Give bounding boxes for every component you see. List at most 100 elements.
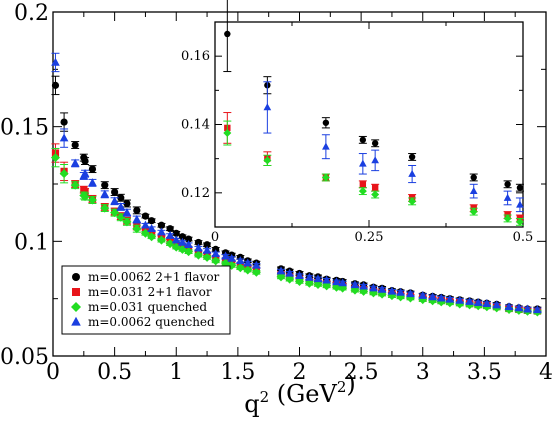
- inset-series-0: [223, 0, 524, 192]
- legend-marker: [71, 302, 81, 312]
- data-point: [285, 274, 295, 284]
- x-axis-label-part: ): [346, 370, 355, 398]
- data-point: [165, 239, 175, 249]
- y-tick-label: 0.2: [14, 1, 49, 26]
- legend-label: m=0.0062 quenched: [88, 315, 215, 329]
- data-point: [156, 235, 166, 245]
- data-point: [184, 235, 193, 243]
- x-axis-label-part: (GeV: [269, 380, 337, 408]
- data-point: [100, 189, 110, 198]
- data-point: [184, 247, 194, 257]
- x-tick-label: 2: [293, 360, 307, 385]
- data-point: [445, 294, 455, 303]
- data-point: [465, 296, 474, 305]
- inset-data-point: [322, 142, 330, 150]
- data-point: [369, 283, 378, 292]
- y-tick-label: 0.15: [0, 116, 49, 141]
- data-point: [132, 214, 142, 223]
- data-point: [313, 279, 323, 289]
- data-point: [140, 228, 150, 238]
- data-point: [350, 280, 360, 289]
- x-axis-label-superscript: 2: [260, 388, 270, 406]
- data-point: [377, 284, 387, 293]
- data-point: [203, 241, 211, 249]
- data-point: [59, 169, 69, 179]
- data-point: [148, 217, 156, 225]
- inset-data-point: [371, 156, 379, 164]
- data-point: [59, 133, 69, 142]
- data-point: [436, 293, 446, 302]
- data-point: [178, 237, 187, 246]
- inset-data-point: [224, 30, 231, 38]
- data-point: [295, 276, 304, 286]
- data-point: [285, 268, 294, 277]
- inset-data-point: [503, 193, 512, 201]
- x-axis-label: q2 (GeV2): [244, 370, 356, 418]
- data-point: [132, 224, 142, 234]
- x-tick-label: 1.5: [220, 360, 255, 385]
- data-point: [123, 199, 131, 208]
- y-tick-label: 0.05: [0, 345, 49, 370]
- data-point: [133, 206, 141, 214]
- data-point: [88, 165, 97, 173]
- data-point: [523, 304, 532, 313]
- data-point: [504, 302, 514, 311]
- data-point: [171, 235, 181, 244]
- main-plot: 0 0.5 1 1.5 2 2.5 3 3.5 4 0.05 0.1 0.15 0.2: [0, 1, 553, 385]
- x-tick-label: 2.5: [344, 360, 379, 385]
- data-point: [455, 295, 465, 304]
- data-point: [304, 278, 314, 288]
- x-tick-label: 1: [169, 360, 183, 385]
- inset-data-point: [321, 173, 330, 182]
- data-point: [221, 251, 230, 260]
- data-point: [387, 286, 397, 295]
- data-point: [322, 275, 331, 284]
- data-point: [122, 207, 132, 216]
- data-point: [141, 212, 150, 220]
- data-point: [116, 212, 126, 222]
- data-point: [202, 252, 212, 262]
- data-point: [322, 281, 332, 291]
- legend-label: m=0.0062 2+1 flavor: [88, 270, 220, 284]
- inset-data-point: [470, 174, 477, 181]
- data-point: [165, 230, 175, 239]
- data-point: [50, 153, 60, 163]
- data-point: [172, 229, 180, 237]
- data-point: [276, 266, 286, 275]
- legend-box: [61, 265, 231, 335]
- inset-data-point: [358, 187, 367, 196]
- data-point: [492, 300, 502, 309]
- inset-data-point: [503, 214, 512, 223]
- x-tick-label: 4: [539, 360, 553, 385]
- inset-data-point: [516, 184, 524, 191]
- inset-data-point: [504, 181, 511, 188]
- legend-label: m=0.031 quenched: [88, 300, 207, 314]
- inset-y-tick-label: 0.14: [181, 118, 210, 133]
- data-point: [51, 57, 60, 66]
- inset-plot: 0 0.25 0.5 0.12 0.14 0.16: [181, 0, 533, 245]
- data-point: [70, 180, 80, 190]
- inset-data-point: [263, 156, 272, 165]
- inset-y-tick-label: 0.12: [181, 186, 210, 201]
- data-point: [211, 249, 221, 258]
- inset-data-point: [516, 200, 524, 208]
- inset-data-point: [371, 190, 380, 199]
- data-point: [359, 281, 368, 290]
- x-tick-label: 3: [416, 360, 430, 385]
- x-tick-label: 0.5: [97, 360, 132, 385]
- data-point: [117, 194, 125, 202]
- inset-data-point: [371, 184, 379, 191]
- data-point: [110, 196, 119, 205]
- inset-data-point: [515, 217, 524, 226]
- x-axis-label-superscript: 2: [337, 378, 347, 396]
- data-point: [236, 256, 245, 265]
- inset-y-tick-label: 0.16: [181, 49, 210, 64]
- data-point: [88, 178, 97, 187]
- inset-x-tick-label: 0.25: [355, 230, 384, 245]
- inset-data-point: [359, 136, 367, 144]
- inset-series-2: [223, 120, 524, 226]
- data-point: [194, 238, 203, 247]
